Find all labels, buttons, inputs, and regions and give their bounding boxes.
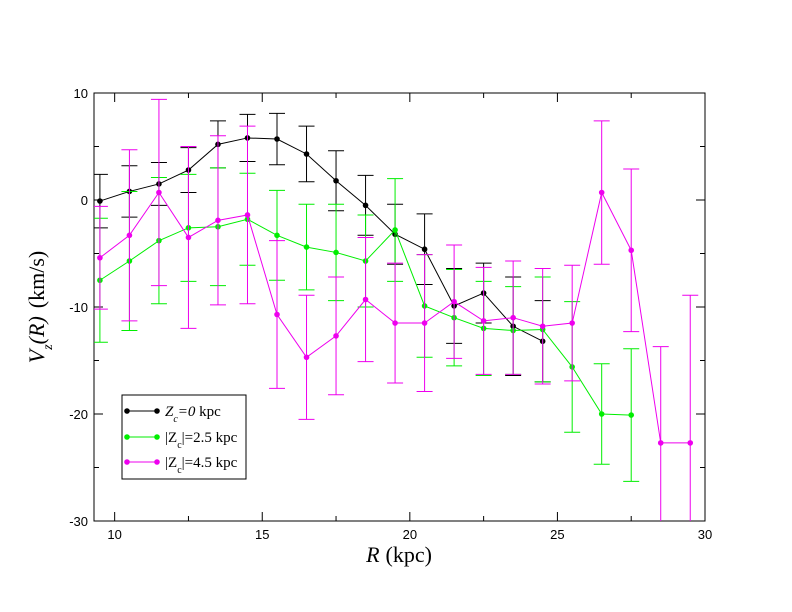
data-point	[392, 227, 398, 233]
y-tick-label: -20	[69, 407, 88, 422]
data-point	[333, 333, 339, 339]
legend-marker-zc45-end	[154, 459, 160, 465]
data-point	[362, 202, 369, 209]
y-tick-label: 10	[74, 86, 88, 101]
legend: Zc=0 kpc |Zc|=2.5 kpc |Zc|=4.5 kpc	[121, 394, 247, 480]
data-point	[333, 249, 339, 256]
legend-marker-zc25	[124, 434, 130, 440]
data-point	[480, 318, 487, 324]
data-point	[156, 189, 162, 196]
legend-label-zc45: |Zc|=4.5 kpc	[165, 455, 238, 476]
data-point	[598, 189, 605, 196]
legend-marker-zc0	[124, 408, 130, 414]
x-tick-label: 20	[403, 527, 417, 542]
data-point	[97, 198, 103, 204]
data-point	[687, 440, 694, 446]
data-point	[303, 244, 310, 250]
x-tick-label: 10	[107, 527, 121, 542]
legend-entry-zc0: Zc=0 kpc	[124, 404, 221, 425]
data-point	[628, 247, 635, 254]
data-point	[97, 254, 103, 261]
data-point	[421, 246, 428, 253]
data-point	[510, 314, 516, 321]
data-point	[569, 320, 575, 326]
legend-label-zc25: |Zc|=2.5 kpc	[165, 430, 238, 451]
x-tick-label: 30	[698, 527, 712, 542]
x-axis-var: R	[365, 542, 380, 567]
series-2	[94, 98, 699, 521]
data-point	[451, 298, 457, 305]
y-axis-unit: (km/s)	[24, 251, 49, 308]
data-point	[598, 411, 605, 417]
y-axis-var: V	[24, 347, 49, 363]
legend-label-zc0: Zc=0 kpc	[165, 404, 221, 425]
legend-marker-zc45	[124, 459, 130, 465]
data-point	[215, 217, 221, 224]
data-point	[126, 232, 133, 239]
legend-entry-zc25: |Zc|=2.5 kpc	[124, 430, 238, 451]
y-tick-label: 0	[81, 193, 88, 208]
axis-ticks: 10 15 20 25 30 -30 -20 -10 0 10	[69, 86, 712, 542]
data-point	[628, 412, 635, 418]
y-axis-title: Vz(R) (km/s)	[24, 251, 56, 363]
series-line	[99, 137, 543, 342]
y-axis-arg: (R)	[24, 316, 49, 344]
data-point	[362, 296, 369, 303]
legend-marker-zc25-end	[154, 434, 160, 440]
data-point	[303, 151, 310, 157]
data-point	[244, 212, 251, 218]
series	[94, 98, 699, 521]
data-point	[539, 323, 546, 330]
data-point	[274, 311, 280, 318]
data-point	[392, 320, 398, 326]
data-point	[657, 440, 664, 446]
x-tick-label: 15	[255, 527, 269, 542]
y-tick-label: -30	[69, 514, 88, 529]
data-point	[185, 234, 192, 241]
y-tick-label: -10	[69, 300, 88, 315]
data-point	[274, 232, 280, 239]
legend-entry-zc45: |Zc|=4.5 kpc	[124, 455, 238, 476]
data-point	[303, 354, 310, 361]
data-point	[274, 136, 280, 142]
data-point	[421, 320, 428, 326]
data-point	[333, 177, 339, 184]
y-axis-sub: z	[41, 344, 56, 351]
x-axis-title: R (kpc)	[365, 542, 432, 567]
legend-marker-zc0-end	[154, 408, 160, 414]
x-axis-unit: (kpc)	[386, 542, 432, 567]
series-0	[94, 112, 551, 383]
x-tick-label: 25	[550, 527, 564, 542]
